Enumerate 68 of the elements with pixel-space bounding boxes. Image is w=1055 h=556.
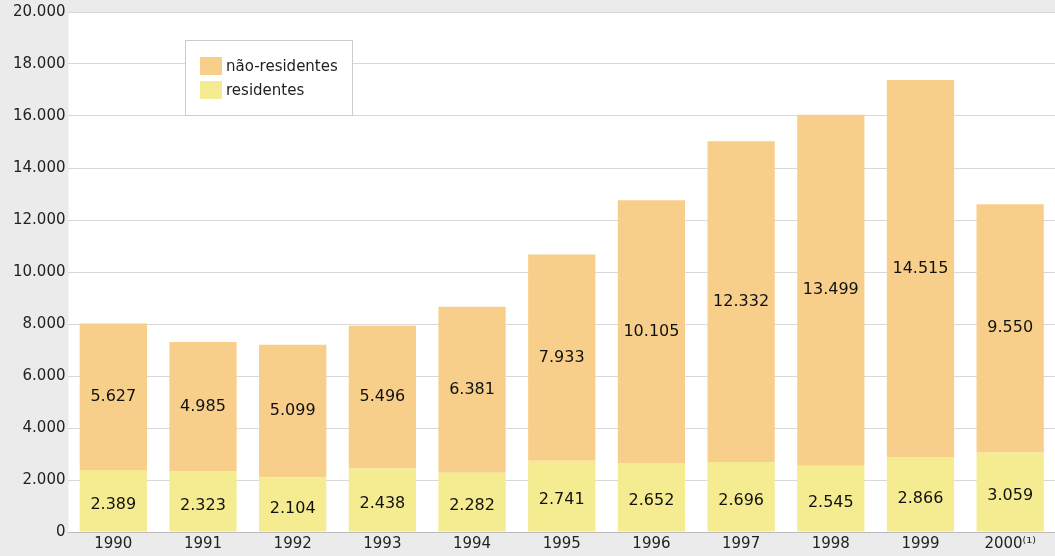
y-tick-label: 20.000 [12, 1, 66, 20]
x-tick-label: 1992 [273, 533, 312, 552]
y-tick-label: 18.000 [12, 53, 66, 72]
x-tick-label: 1997 [722, 533, 761, 552]
bar [707, 141, 775, 462]
bar [438, 472, 506, 532]
x-tick-label: 1990 [94, 533, 133, 552]
bar [797, 114, 865, 466]
legend-label: não-residentes [226, 57, 338, 75]
data-label: 2.438 [359, 493, 406, 513]
y-tick-label: 8.000 [22, 313, 66, 332]
y-tick-label: 12.000 [12, 209, 66, 228]
data-label: 3.059 [987, 485, 1034, 505]
bar [617, 463, 686, 532]
x-tick-label: 1993 [363, 533, 402, 552]
x-tick-label: 1991 [183, 533, 223, 552]
bar [886, 80, 955, 458]
x-tick-label: 1998 [811, 533, 850, 552]
bar [79, 323, 147, 470]
x-tick-label: 1999 [901, 533, 940, 552]
bar [259, 477, 327, 532]
bar [976, 204, 1044, 453]
data-label: 2.866 [897, 487, 944, 507]
bar [528, 254, 596, 461]
bar [348, 468, 417, 532]
data-label: 2.741 [538, 489, 585, 509]
data-label: 2.323 [180, 494, 226, 514]
data-label: 9.550 [987, 317, 1034, 337]
data-label: 2.104 [269, 497, 316, 517]
bar [259, 344, 327, 478]
data-label: 2.389 [90, 493, 137, 513]
bar [169, 471, 237, 532]
data-label: 6.381 [449, 378, 495, 398]
x-tick-label: 1996 [632, 533, 671, 552]
data-label: 7.933 [538, 346, 585, 366]
y-tick-label: 10.000 [12, 261, 66, 280]
data-label: 10.105 [623, 320, 680, 340]
bar [797, 465, 865, 532]
bar [976, 452, 1044, 532]
y-tick-label: 2.000 [22, 469, 66, 488]
legend-label: residentes [226, 81, 305, 99]
bar [707, 461, 775, 532]
data-label: 2.652 [628, 490, 675, 510]
bar [886, 457, 955, 532]
y-tick-label: 14.000 [12, 157, 66, 176]
data-label: 5.099 [269, 400, 316, 420]
data-label: 12.332 [713, 290, 770, 310]
data-label: 4.985 [180, 395, 226, 415]
data-label: 13.499 [802, 279, 859, 299]
y-tick-label: 0 [55, 521, 66, 540]
data-label: 5.627 [90, 385, 137, 405]
bar [617, 200, 686, 464]
bar [79, 469, 147, 532]
bar [348, 325, 417, 469]
bar [528, 460, 596, 532]
y-tick-label: 16.000 [12, 105, 66, 124]
x-tick-label: 2000⁽¹⁾ [984, 533, 1036, 552]
x-tick-label: 1994 [452, 533, 492, 552]
data-label: 14.515 [892, 257, 949, 277]
data-label: 2.282 [449, 495, 495, 515]
y-tick-label: 4.000 [22, 417, 66, 436]
x-tick-label: 1995 [542, 533, 581, 552]
bar [169, 341, 237, 472]
data-label: 2.545 [807, 491, 854, 511]
data-label: 2.696 [718, 489, 765, 509]
y-tick-label: 6.000 [22, 365, 66, 384]
bar [438, 306, 506, 473]
data-label: 5.496 [359, 386, 406, 406]
